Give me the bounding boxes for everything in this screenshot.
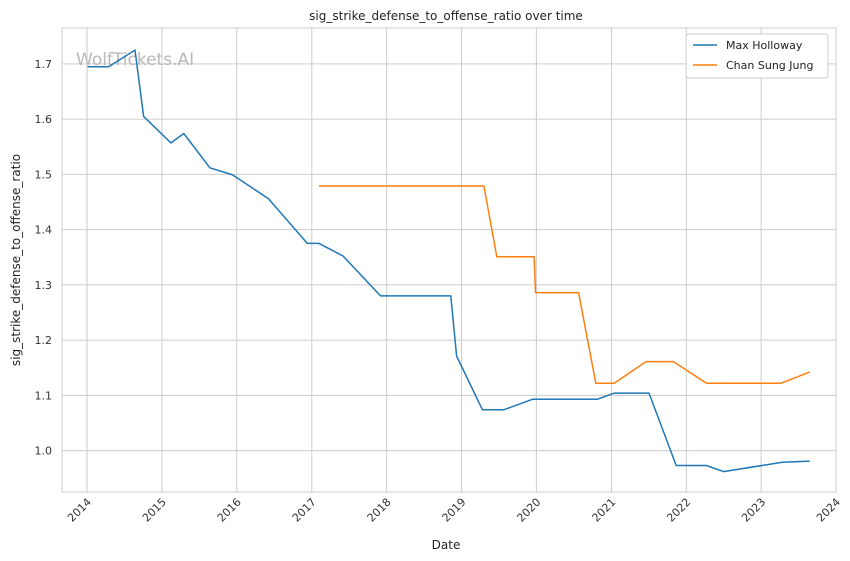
x-tick-label: 2021	[590, 496, 619, 525]
y-axis-label: sig_strike_defense_to_offense_ratio	[9, 154, 23, 366]
series-line-chan-sung-jung	[318, 185, 810, 384]
chart-title: sig_strike_defense_to_offense_ratio over…	[309, 9, 583, 23]
legend-label-max-holloway: Max Holloway	[726, 39, 803, 52]
x-axis-label: Date	[432, 538, 461, 552]
x-tick-label: 2015	[140, 496, 169, 525]
y-grid	[62, 63, 836, 452]
watermark: WolfTickets.AI	[76, 50, 194, 70]
legend-box	[685, 33, 829, 79]
x-tick-label: 2024	[814, 496, 843, 525]
plot-area	[62, 28, 836, 492]
x-tick-label: 2019	[440, 496, 469, 525]
x-tick-label: 2018	[365, 496, 394, 525]
y-tick-label: 1.1	[35, 389, 53, 402]
y-tick-label: 1.2	[35, 334, 53, 347]
y-tick-labels: 1.0 1.1 1.2 1.3 1.4 1.5 1.6 1.7	[35, 58, 53, 458]
x-tick-label: 2022	[664, 496, 693, 525]
series-layer	[87, 49, 810, 473]
y-tick-label: 1.4	[35, 224, 53, 237]
x-tick-label: 2017	[290, 496, 319, 525]
x-tick-label: 2014	[65, 496, 94, 525]
legend-label-chan-sung-jung: Chan Sung Jung	[726, 59, 813, 72]
series-line-max-holloway	[87, 49, 810, 473]
x-tick-label: 2023	[739, 496, 768, 525]
x-tick-label: 2020	[514, 496, 543, 525]
y-tick-label: 1.5	[35, 168, 53, 181]
legend: Max Holloway Chan Sung Jung	[685, 33, 829, 79]
y-tick-label: 1.3	[35, 279, 53, 292]
plot-frame	[61, 27, 837, 493]
y-tick-label: 1.0	[35, 445, 53, 458]
y-tick-label: 1.6	[35, 113, 53, 126]
x-tick-label: 2016	[215, 496, 244, 525]
y-tick-label: 1.7	[35, 58, 53, 71]
x-tick-labels: 2014 2015 2016 2017 2018 2019 2020 2021 2022 2023…	[65, 496, 843, 525]
